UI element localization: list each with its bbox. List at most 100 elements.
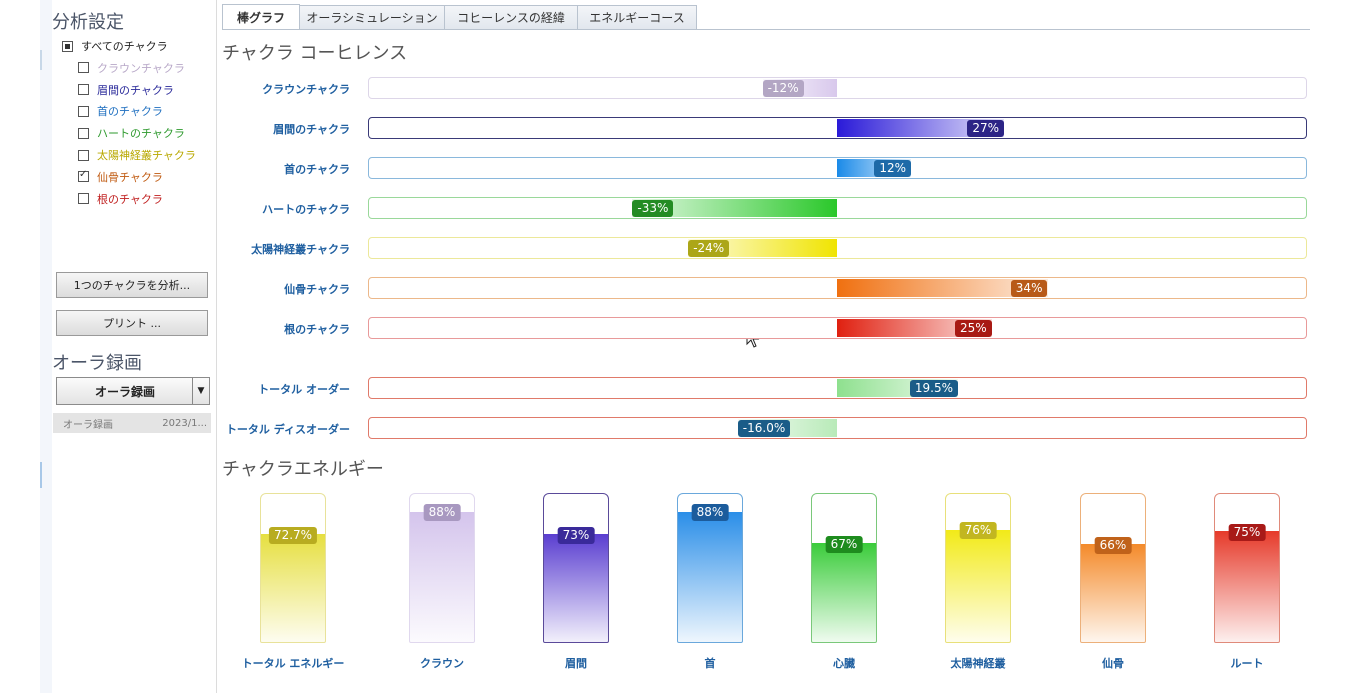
energy-column: 76% bbox=[945, 493, 1011, 643]
energy-column: 75% bbox=[1214, 493, 1280, 643]
tree-item-label: 根のチャクラ bbox=[97, 192, 163, 206]
energy-column-fill bbox=[544, 533, 608, 642]
bar-label-4: 太陽神経叢チャクラ bbox=[251, 243, 350, 256]
energy-title: チャクラエネルギー bbox=[222, 459, 384, 480]
bar-fill bbox=[837, 119, 1005, 137]
energy-column-fill bbox=[1081, 544, 1145, 642]
tab-bar-chart[interactable]: 棒グラフ bbox=[222, 4, 300, 30]
bar-value-badge: 19.5% bbox=[909, 380, 959, 397]
bar-value-badge: -24% bbox=[688, 240, 730, 257]
checkbox[interactable] bbox=[78, 149, 89, 161]
energy-value-badge: 67% bbox=[825, 535, 863, 553]
energy-column-label: 眉間 bbox=[565, 657, 587, 670]
energy-column-label: ルート bbox=[1230, 657, 1264, 670]
bar-track-total-0: 19.5% bbox=[368, 377, 1307, 399]
settings-title: 分析設定 bbox=[52, 12, 124, 33]
bar-track-3: -33% bbox=[368, 197, 1307, 219]
tree-item-all-chakras[interactable]: すべてのチャクラ bbox=[62, 38, 168, 54]
tab-energy-course[interactable]: エネルギーコース bbox=[577, 5, 697, 29]
bar-value-badge: 27% bbox=[967, 120, 1005, 137]
energy-column-label: クラウン bbox=[420, 657, 464, 670]
view-tabs: 棒グラフ オーラシミュレーション コヒーレンスの経緯 エネルギーコース bbox=[222, 4, 697, 30]
bar-track-6: 25% bbox=[368, 317, 1307, 339]
bar-label-1: 眉間のチャクラ bbox=[273, 123, 350, 136]
energy-column-label: 首 bbox=[704, 657, 716, 670]
checkbox[interactable] bbox=[78, 127, 89, 139]
recording-dropdown-label: オーラ録画 bbox=[94, 384, 155, 399]
bar-label-5: 仙骨チャクラ bbox=[284, 283, 350, 296]
tab-aura-simulation[interactable]: オーラシミュレーション bbox=[299, 5, 445, 29]
energy-column: 88% bbox=[409, 493, 475, 643]
bar-label-2: 首のチャクラ bbox=[284, 163, 350, 176]
bar-value-badge: 12% bbox=[874, 160, 912, 177]
checkbox[interactable] bbox=[78, 84, 89, 96]
recording-list-item[interactable]: オーラ録画 2023/1... bbox=[53, 413, 211, 433]
energy-column-fill bbox=[410, 511, 474, 642]
tree-item-label: 眉間のチャクラ bbox=[97, 83, 174, 97]
tree-item[interactable]: ハートのチャクラ bbox=[78, 125, 185, 141]
tree-item-label: 仙骨チャクラ bbox=[97, 170, 163, 184]
checkbox[interactable] bbox=[62, 40, 73, 52]
sidebar-edge bbox=[40, 0, 52, 693]
energy-value-badge: 88% bbox=[691, 504, 729, 521]
bar-label-total-1: トータル ディスオーダー bbox=[225, 423, 350, 436]
energy-column-fill bbox=[1215, 531, 1279, 642]
bar-track-0: -12% bbox=[368, 77, 1307, 99]
energy-column: 67% bbox=[811, 493, 877, 643]
energy-column-label: 仙骨 bbox=[1102, 657, 1124, 670]
bar-fill bbox=[632, 199, 837, 217]
bar-label-total-0: トータル オーダー bbox=[258, 383, 350, 396]
bar-track-total-1: -16.0% bbox=[368, 417, 1307, 439]
energy-value-badge: 72.7% bbox=[268, 526, 318, 544]
energy-column-label: トータル エネルギー bbox=[241, 657, 345, 670]
recording-title: オーラ録画 bbox=[52, 353, 142, 374]
checkbox[interactable] bbox=[78, 169, 89, 183]
tree-item-label: クラウンチャクラ bbox=[97, 61, 185, 75]
tab-divider bbox=[222, 29, 1310, 30]
tree-item[interactable]: 眉間のチャクラ bbox=[78, 82, 174, 98]
bar-label-0: クラウンチャクラ bbox=[262, 83, 350, 96]
bar-value-badge: -16.0% bbox=[737, 420, 791, 437]
tree-item[interactable]: 太陽神経叢チャクラ bbox=[78, 147, 196, 163]
checkbox[interactable] bbox=[78, 193, 89, 205]
energy-value-badge: 66% bbox=[1094, 537, 1132, 554]
bar-fill bbox=[837, 279, 1048, 297]
bar-fill bbox=[837, 319, 992, 337]
energy-column-fill bbox=[812, 542, 876, 642]
energy-column-fill bbox=[261, 534, 325, 642]
energy-column-label: 心臓 bbox=[833, 657, 855, 670]
tree-item-label: ハートのチャクラ bbox=[97, 127, 185, 141]
energy-column: 73% bbox=[543, 493, 609, 643]
tree-item[interactable]: 仙骨チャクラ bbox=[78, 169, 163, 185]
analysis-sidebar bbox=[40, 0, 217, 693]
energy-value-badge: 75% bbox=[1228, 523, 1266, 541]
tree-item[interactable]: 根のチャクラ bbox=[78, 191, 163, 207]
bar-value-badge: 34% bbox=[1010, 280, 1048, 297]
energy-column: 72.7% bbox=[260, 493, 326, 643]
tree-item[interactable]: 首のチャクラ bbox=[78, 103, 163, 119]
sidebar-splitter-lower[interactable] bbox=[40, 462, 42, 488]
energy-value-badge: 76% bbox=[959, 522, 997, 539]
tab-coherence-history[interactable]: コヒーレンスの経緯 bbox=[444, 5, 578, 29]
checkbox[interactable] bbox=[78, 62, 89, 74]
coherence-title: チャクラ コーヒレンス bbox=[222, 43, 408, 64]
bar-value-badge: 25% bbox=[955, 320, 992, 337]
analyze-one-chakra-button[interactable]: 1つのチャクラを分析... bbox=[56, 272, 208, 298]
checkbox[interactable] bbox=[78, 105, 89, 117]
sidebar-splitter[interactable] bbox=[40, 50, 42, 70]
bar-track-5: 34% bbox=[368, 277, 1307, 299]
bar-track-1: 27% bbox=[368, 117, 1307, 139]
bar-label-3: ハートのチャクラ bbox=[262, 203, 350, 216]
bar-track-4: -24% bbox=[368, 237, 1307, 259]
bar-value-badge: -12% bbox=[762, 80, 804, 97]
energy-column: 66% bbox=[1080, 493, 1146, 643]
print-button[interactable]: プリント ... bbox=[56, 310, 208, 336]
bar-label-6: 根のチャクラ bbox=[284, 323, 350, 336]
tree-item[interactable]: クラウンチャクラ bbox=[78, 60, 185, 76]
recording-dropdown[interactable]: オーラ録画 ▼ bbox=[56, 377, 210, 405]
recording-item-name: オーラ録画 bbox=[63, 419, 113, 431]
bar-value-badge: -33% bbox=[632, 200, 674, 217]
dropdown-arrow-icon[interactable]: ▼ bbox=[192, 378, 209, 404]
tree-item-label: 太陽神経叢チャクラ bbox=[97, 149, 196, 162]
energy-column-fill bbox=[946, 529, 1010, 642]
